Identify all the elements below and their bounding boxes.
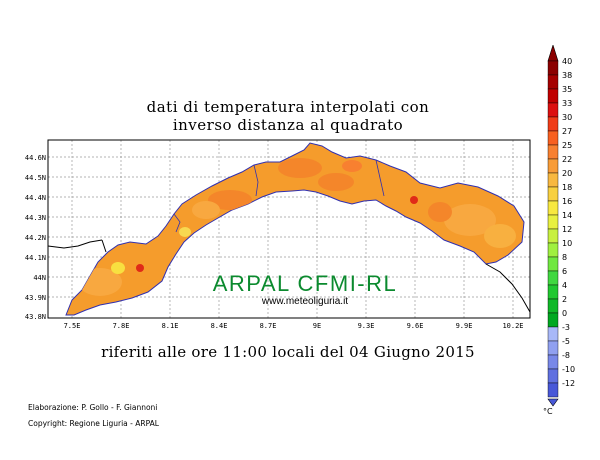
legend-swatch (547, 172, 559, 188)
legend-swatch (547, 88, 559, 104)
legend-label: 4 (562, 281, 567, 290)
legend-swatch (547, 158, 559, 174)
longitude-labels: 7.5E 7.8E 8.1E 8.4E 8.7E 9E 9.3E 9.6E 9.… (64, 322, 524, 330)
legend-swatch (547, 312, 559, 328)
legend-unit: °C (543, 407, 553, 416)
website-label: www.meteoliguria.it (261, 296, 348, 307)
lat-label: 44.1N (25, 254, 46, 262)
lat-label: 44.5N (25, 174, 46, 182)
legend-label: 35 (562, 85, 572, 94)
lon-label: 8.4E (211, 322, 228, 330)
map-frame (47, 139, 531, 319)
legend-swatch (547, 270, 559, 286)
legend-top-arrow (547, 45, 559, 62)
legend-bottom-arrow (547, 398, 559, 407)
legend-swatch (547, 256, 559, 272)
legend-swatch (547, 200, 559, 216)
legend-swatch (547, 298, 559, 314)
legend-label: 8 (562, 253, 567, 262)
legend-label: 40 (562, 57, 572, 66)
map-title-line-1: dati di temperatura interpolati con (146, 98, 430, 116)
legend-label: 20 (562, 169, 572, 178)
credit-copyright: Copyright: Regione Liguria - ARPAL (28, 419, 159, 428)
legend-swatch (547, 102, 559, 118)
legend-label: -10 (562, 365, 575, 374)
legend-label: 27 (562, 127, 572, 136)
map-title-line-2: inverso distanza al quadrato (172, 116, 404, 134)
legend-label: 10 (562, 239, 572, 248)
legend-scale: 403835333027252220181614121086420-3-5-8-… (547, 57, 575, 398)
liguria-region (65, 142, 525, 316)
legend-swatch (547, 74, 559, 90)
legend-swatch (547, 326, 559, 342)
legend-label: 6 (562, 267, 567, 276)
lon-label: 10.2E (502, 322, 523, 330)
legend-label: 18 (562, 183, 572, 192)
legend-label: 38 (562, 71, 572, 80)
credit-elaboration: Elaborazione: P. Gollo - F. Giannoni (28, 403, 158, 412)
legend-swatch (547, 228, 559, 244)
legend-label: -3 (562, 323, 570, 332)
lon-label: 9.9E (456, 322, 473, 330)
timestamp-caption: riferiti alle ore 11:00 locali del 04 Gi… (101, 343, 475, 361)
legend-label: 0 (562, 309, 567, 318)
lon-label: 8.7E (260, 322, 277, 330)
legend-swatch (547, 340, 559, 356)
borders (47, 159, 531, 313)
legend-label: 25 (562, 141, 572, 150)
legend-label: 33 (562, 99, 572, 108)
legend-label: 2 (562, 295, 567, 304)
legend-swatch (547, 284, 559, 300)
legend-label: 12 (562, 225, 572, 234)
legend-label: -5 (562, 337, 570, 346)
latitude-labels: 44.6N 44.5N 44.4N 44.3N 44.2N 44.1N 44N … (25, 154, 46, 321)
lat-label: 43.9N (25, 294, 46, 302)
legend-label: -12 (562, 379, 575, 388)
legend-label: 16 (562, 197, 572, 206)
lon-label: 7.8E (113, 322, 130, 330)
lat-label: 44.4N (25, 194, 46, 202)
lon-label: 9.3E (358, 322, 375, 330)
temperature-legend: 403835333027252220181614121086420-3-5-8-… (543, 45, 575, 416)
lat-label: 44.3N (25, 214, 46, 222)
legend-swatch (547, 186, 559, 202)
legend-swatch (547, 130, 559, 146)
arpal-watermark: ARPAL CFMI-RL (213, 271, 398, 296)
legend-label: -8 (562, 351, 570, 360)
legend-label: 30 (562, 113, 572, 122)
legend-swatch (547, 382, 559, 398)
legend-swatch (547, 368, 559, 384)
lon-label: 9.6E (407, 322, 424, 330)
legend-label: 14 (562, 211, 572, 220)
legend-swatch (547, 242, 559, 258)
lat-label: 44N (33, 274, 46, 282)
lat-label: 43.8N (25, 313, 46, 321)
lon-label: 8.1E (162, 322, 179, 330)
legend-swatch (547, 60, 559, 76)
lat-label: 44.6N (25, 154, 46, 162)
lat-label: 44.2N (25, 234, 46, 242)
legend-swatch (547, 116, 559, 132)
lon-label: 9E (313, 322, 321, 330)
legend-swatch (547, 214, 559, 230)
legend-swatch (547, 144, 559, 160)
legend-label: 22 (562, 155, 572, 164)
legend-swatch (547, 354, 559, 370)
lon-label: 7.5E (64, 322, 81, 330)
